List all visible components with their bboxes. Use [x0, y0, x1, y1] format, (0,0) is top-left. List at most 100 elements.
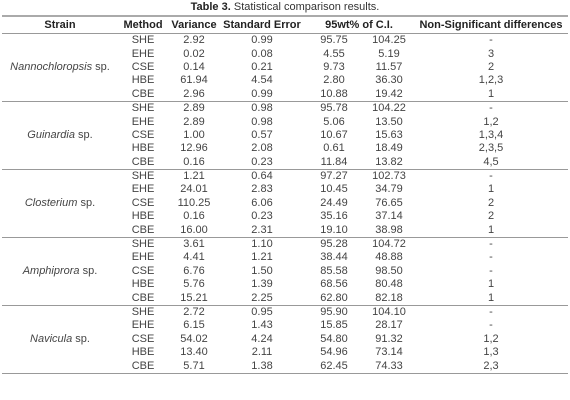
table-cell: 2,3,5 — [478, 142, 504, 155]
table-cell: CBE — [118, 87, 168, 102]
table-cell: 104.25 — [372, 34, 406, 47]
table-cell: 0.23 — [220, 155, 304, 170]
table-row: HBE 0.16 0.23 35.16 37.14 2 — [2, 210, 568, 223]
table-cell: 24.01 — [180, 183, 208, 196]
table-cell: 95.28 — [320, 238, 348, 251]
table-cell: CSE — [131, 196, 155, 209]
table-cell: 1.00 — [183, 128, 205, 141]
header-cell: Method — [118, 15, 168, 34]
table-cell: 62.80 — [304, 291, 364, 306]
table-row: HBE 12.96 2.08 0.61 18.49 2,3,5 — [2, 142, 568, 155]
header-row: Strain Method Variance Standard Error 95wt% … — [2, 15, 568, 34]
table-cell: 2 — [487, 196, 495, 209]
strain-suffix: sp. — [78, 128, 93, 141]
header-cell: Standard Error — [220, 15, 304, 34]
table-cell: 16.00 — [168, 223, 220, 238]
table-cell: 1 — [414, 291, 568, 306]
table-cell: EHE — [131, 47, 155, 60]
table-cell: 10.45 — [320, 183, 348, 196]
caption-text: Statistical comparison results. — [233, 1, 380, 13]
table-cell: 10.67 — [320, 128, 348, 141]
strain-cell: Amphiprora sp. — [2, 237, 118, 306]
table-cell: 74.33 — [364, 359, 414, 374]
table-cell: CBE — [118, 359, 168, 374]
table-row: EHE 2.89 0.98 5.06 13.50 1,2 — [2, 115, 568, 128]
table-cell: 13.50 — [375, 115, 403, 128]
results-table: Strain Method Variance Standard Error 95wt% … — [2, 15, 568, 374]
table-cell: 1 — [414, 87, 568, 102]
strain-genus: Navicula — [30, 332, 73, 345]
table-cell: 2.92 — [183, 34, 205, 47]
table-cell: 2 — [487, 60, 495, 73]
table-cell: 48.88 — [375, 251, 403, 264]
table-cell: - — [489, 264, 493, 277]
table-cell: 5.06 — [323, 115, 345, 128]
table-cell: HBE — [131, 142, 155, 155]
table-cell: SHE — [131, 306, 155, 318]
table-cell: 11.57 — [375, 60, 403, 73]
table-cell: CSE — [131, 60, 155, 73]
strain-cell: Navicula sp. — [2, 305, 118, 374]
table-cell: 2.31 — [220, 223, 304, 238]
table-row: HBE 61.94 4.54 2.80 36.30 1,2,3 — [2, 74, 568, 87]
table-cell: 18.49 — [375, 142, 403, 155]
table-row: CBE 15.21 2.25 62.80 82.18 1 — [2, 291, 568, 306]
table-cell: 110.25 — [177, 196, 211, 209]
table-cell: EHE — [131, 115, 155, 128]
table-cell: 0.61 — [323, 142, 345, 155]
table-cell: 4,5 — [414, 155, 568, 170]
table-cell: 1,2 — [483, 115, 499, 128]
table-cell: SHE — [131, 102, 155, 115]
table-cell: EHE — [131, 183, 155, 196]
table-cell: HBE — [131, 278, 155, 291]
table-cell: - — [489, 306, 493, 318]
table-cell: - — [489, 319, 493, 332]
table-cell: 10.88 — [304, 87, 364, 102]
table-cell: 19.42 — [364, 87, 414, 102]
table-cell: 2 — [487, 210, 495, 223]
table-cell: 1,2 — [483, 332, 499, 345]
table-cell: 95.78 — [320, 102, 348, 115]
header-cell: Strain — [2, 15, 118, 34]
table-cell: 62.45 — [304, 359, 364, 374]
table-cell: 95.90 — [320, 306, 348, 318]
table-cell: 104.10 — [372, 306, 406, 318]
table-cell: - — [489, 34, 493, 47]
table-row: HBE 5.76 1.39 68.56 80.48 1 — [2, 278, 568, 291]
table-cell: 38.44 — [320, 251, 348, 264]
table-cell: CBE — [118, 291, 168, 306]
table-cell: 0.57 — [251, 128, 273, 141]
table-row: CSE 1.00 0.57 10.67 15.63 1,3,4 — [2, 129, 568, 142]
table-cell: SHE — [131, 238, 155, 251]
table-cell: 73.14 — [375, 346, 403, 359]
table-cell: 35.16 — [320, 210, 348, 223]
strain-genus: Guinardia — [27, 128, 75, 141]
table-cell: 1.38 — [220, 359, 304, 374]
strain-genus: Nannochloropsis — [10, 60, 93, 73]
table-cell: 12.96 — [180, 142, 208, 155]
table-cell: EHE — [131, 319, 155, 332]
header-cell: Non-Significant differences — [414, 15, 568, 34]
table-cell: 2.11 — [251, 346, 273, 359]
table-cell: 1.21 — [183, 170, 205, 183]
strain-suffix: sp. — [82, 264, 98, 277]
table-body: Nannochloropsis sp. SHE 2.92 0.99 95.75 104.2… — [2, 33, 568, 374]
table-cell: 5.19 — [378, 47, 400, 60]
table-cell: 15.21 — [168, 291, 220, 306]
table-cell: 19.10 — [304, 223, 364, 238]
table-cell: 104.22 — [372, 102, 406, 115]
table-cell: 0.99 — [220, 87, 304, 102]
table-cell: 34.79 — [375, 183, 403, 196]
table-cell: 0.08 — [251, 47, 273, 60]
table-cell: 0.23 — [251, 210, 273, 223]
table-cell: 4.24 — [251, 332, 273, 345]
table-cell: 91.32 — [375, 332, 403, 345]
header-cell: 95wt% of C.I. — [304, 15, 414, 34]
table-cell: SHE — [131, 34, 155, 47]
caption-label: Table 3. — [190, 1, 231, 13]
table-cell: 0.95 — [251, 306, 273, 318]
table-cell: 95.75 — [320, 34, 348, 47]
strain-cell: Guinardia sp. — [2, 101, 118, 170]
table-cell: CSE — [131, 128, 155, 141]
table-cell: 11.84 — [304, 155, 364, 170]
